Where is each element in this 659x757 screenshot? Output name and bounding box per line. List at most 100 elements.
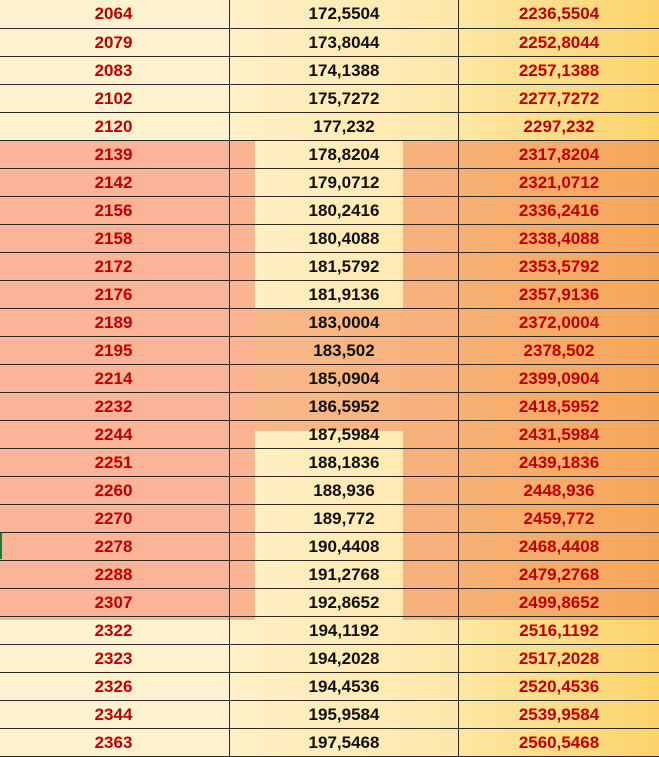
cell-id[interactable]: 2142 — [0, 169, 230, 196]
cell-id[interactable]: 2083 — [0, 57, 230, 84]
cell-total[interactable]: 2439,1836 — [459, 449, 659, 476]
cell-value[interactable]: 197,5468 — [230, 729, 459, 756]
cell-total[interactable]: 2378,502 — [459, 337, 659, 364]
cell-value-text: 195,9584 — [308, 704, 380, 724]
cell-total[interactable]: 2372,0004 — [459, 309, 659, 336]
cell-id[interactable]: 2102 — [0, 85, 230, 112]
cell-total[interactable]: 2338,4088 — [459, 225, 659, 252]
cell-total[interactable]: 2499,8652 — [459, 589, 659, 616]
cell-value-text: 194,2028 — [308, 648, 380, 668]
table-row: 2307 192,8652 2499,8652 — [0, 589, 659, 617]
cell-value[interactable]: 174,1388 — [230, 57, 459, 84]
cell-id[interactable]: 2288 — [0, 561, 230, 588]
cell-value[interactable]: 187,5984 — [230, 421, 459, 448]
cell-value[interactable]: 194,2028 — [230, 645, 459, 672]
cell-value[interactable]: 185,0904 — [230, 365, 459, 392]
cell-value[interactable]: 186,5952 — [230, 393, 459, 420]
cell-id-text: 2139 — [94, 144, 133, 164]
cell-id[interactable]: 2158 — [0, 225, 230, 252]
cell-id[interactable]: 2172 — [0, 253, 230, 280]
cell-value[interactable]: 180,2416 — [230, 197, 459, 224]
cell-total[interactable]: 2236,5504 — [459, 0, 659, 28]
cell-total[interactable]: 2517,2028 — [459, 645, 659, 672]
cell-total[interactable]: 2277,7272 — [459, 85, 659, 112]
cell-total-text: 2252,8044 — [518, 32, 600, 52]
cell-value[interactable]: 192,8652 — [230, 589, 459, 616]
cell-total[interactable]: 2520,4536 — [459, 673, 659, 700]
cell-id-text: 2120 — [94, 116, 133, 136]
cell-id[interactable]: 2323 — [0, 645, 230, 672]
cell-value-text: 179,0712 — [308, 172, 380, 192]
cell-total[interactable]: 2516,1192 — [459, 617, 659, 644]
cell-id[interactable]: 2251 — [0, 449, 230, 476]
cell-value[interactable]: 179,0712 — [230, 169, 459, 196]
cell-total[interactable]: 2297,232 — [459, 113, 659, 140]
cell-value[interactable]: 189,772 — [230, 505, 459, 532]
cell-value[interactable]: 188,1836 — [230, 449, 459, 476]
cell-total[interactable]: 2257,1388 — [459, 57, 659, 84]
cell-total-text: 2468,4408 — [518, 536, 600, 556]
cell-value-text: 194,4536 — [308, 676, 380, 696]
cell-value[interactable]: 181,5792 — [230, 253, 459, 280]
cell-id[interactable]: 2214 — [0, 365, 230, 392]
cell-value[interactable]: 190,4408 — [230, 533, 459, 560]
cell-value[interactable]: 195,9584 — [230, 701, 459, 728]
cell-id[interactable]: 2139 — [0, 141, 230, 168]
cell-value[interactable]: 188,936 — [230, 477, 459, 504]
table-row: 2139 178,8204 2317,8204 — [0, 141, 659, 169]
cell-id[interactable]: 2344 — [0, 701, 230, 728]
cell-total[interactable]: 2353,5792 — [459, 253, 659, 280]
cell-value[interactable]: 173,8044 — [230, 29, 459, 56]
cell-id[interactable]: 2278 — [0, 533, 230, 560]
cell-total[interactable]: 2252,8044 — [459, 29, 659, 56]
cell-id[interactable]: 2195 — [0, 337, 230, 364]
cell-id-text: 2344 — [94, 704, 133, 724]
cell-total[interactable]: 2468,4408 — [459, 533, 659, 560]
cell-total[interactable]: 2448,936 — [459, 477, 659, 504]
table-row: 2214 185,0904 2399,0904 — [0, 365, 659, 393]
cell-id[interactable]: 2232 — [0, 393, 230, 420]
cell-total[interactable]: 2431,5984 — [459, 421, 659, 448]
cell-total-text: 2539,9584 — [518, 704, 600, 724]
cell-value[interactable]: 177,232 — [230, 113, 459, 140]
cell-value[interactable]: 172,5504 — [230, 0, 459, 28]
cell-id[interactable]: 2176 — [0, 281, 230, 308]
cell-total[interactable]: 2357,9136 — [459, 281, 659, 308]
cell-id[interactable]: 2156 — [0, 197, 230, 224]
cell-id[interactable]: 2260 — [0, 477, 230, 504]
cell-total[interactable]: 2479,2768 — [459, 561, 659, 588]
cell-value[interactable]: 194,4536 — [230, 673, 459, 700]
cell-id[interactable]: 2270 — [0, 505, 230, 532]
cell-total[interactable]: 2560,5468 — [459, 729, 659, 756]
cell-value[interactable]: 181,9136 — [230, 281, 459, 308]
cell-total[interactable]: 2418,5952 — [459, 393, 659, 420]
cell-total[interactable]: 2321,0712 — [459, 169, 659, 196]
cell-total-text: 2236,5504 — [518, 4, 600, 23]
cell-value[interactable]: 175,7272 — [230, 85, 459, 112]
cell-id[interactable]: 2326 — [0, 673, 230, 700]
cell-id[interactable]: 2120 — [0, 113, 230, 140]
cell-id-text: 2260 — [94, 480, 133, 500]
cell-total[interactable]: 2317,8204 — [459, 141, 659, 168]
cell-value-text: 180,4088 — [308, 228, 380, 248]
cell-value[interactable]: 183,502 — [230, 337, 459, 364]
cell-id[interactable]: 2322 — [0, 617, 230, 644]
cell-value[interactable]: 183,0004 — [230, 309, 459, 336]
cell-id[interactable]: 2244 — [0, 421, 230, 448]
cell-id[interactable]: 2363 — [0, 729, 230, 756]
table-row: 2251 188,1836 2439,1836 — [0, 449, 659, 477]
table-row: 2363 197,5468 2560,5468 — [0, 729, 659, 757]
cell-total[interactable]: 2336,2416 — [459, 197, 659, 224]
cell-value[interactable]: 178,8204 — [230, 141, 459, 168]
cell-total[interactable]: 2399,0904 — [459, 365, 659, 392]
cell-value-text: 194,1192 — [309, 620, 379, 640]
cell-id[interactable]: 2189 — [0, 309, 230, 336]
cell-total[interactable]: 2459,772 — [459, 505, 659, 532]
cell-id[interactable]: 2307 — [0, 589, 230, 616]
cell-value[interactable]: 191,2768 — [230, 561, 459, 588]
cell-value[interactable]: 180,4088 — [230, 225, 459, 252]
cell-total[interactable]: 2539,9584 — [459, 701, 659, 728]
cell-value[interactable]: 194,1192 — [230, 617, 459, 644]
cell-id[interactable]: 2064 — [0, 0, 230, 28]
cell-id[interactable]: 2079 — [0, 29, 230, 56]
